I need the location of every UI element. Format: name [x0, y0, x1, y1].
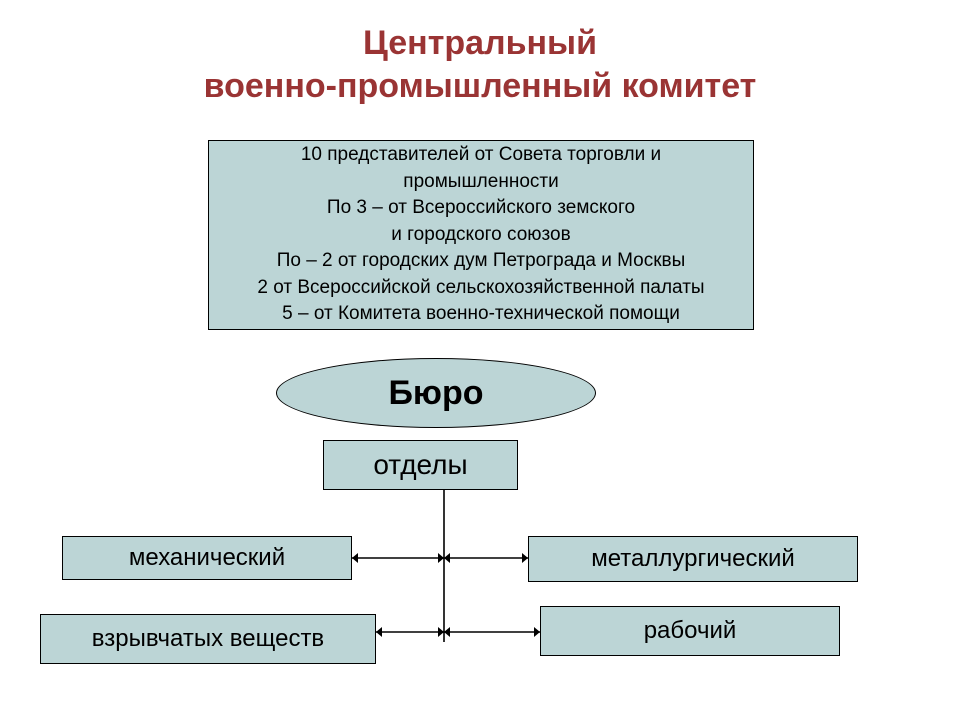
bureau-node: Бюро	[276, 358, 596, 428]
composition-line: По 3 – от Всероссийского земского	[327, 195, 635, 222]
composition-line: 10 представителей от Совета торговли и	[301, 142, 661, 169]
title-line-2: военно-промышленный комитет	[204, 67, 757, 105]
dept-mechanical-label: механический	[129, 544, 285, 572]
composition-line: и городского союзов	[391, 222, 570, 249]
title-line-1: Центральный	[363, 24, 597, 62]
dept-explosives: взрывчатых веществ	[40, 614, 376, 664]
dept-worker: рабочий	[540, 606, 840, 656]
dept-metallurgical: металлургический	[528, 536, 858, 582]
composition-box: 10 представителей от Совета торговли ипр…	[208, 140, 754, 330]
dept-mechanical: механический	[62, 536, 352, 580]
composition-line: По – 2 от городских дум Петрограда и Мос…	[277, 248, 686, 275]
composition-line: 5 – от Комитета военно-технической помощ…	[282, 301, 680, 328]
dept-metallurgical-label: металлургический	[591, 545, 795, 573]
bureau-label: Бюро	[388, 374, 483, 413]
composition-line: промышленности	[403, 169, 558, 196]
departments-node: отделы	[323, 440, 518, 490]
composition-line: 2 от Всероссийской сельскохозяйственной …	[257, 275, 704, 302]
page-title: Центральный военно-промышленный комитет	[0, 22, 960, 107]
departments-label: отделы	[373, 449, 467, 481]
dept-explosives-label: взрывчатых веществ	[92, 625, 324, 653]
dept-worker-label: рабочий	[644, 617, 737, 645]
